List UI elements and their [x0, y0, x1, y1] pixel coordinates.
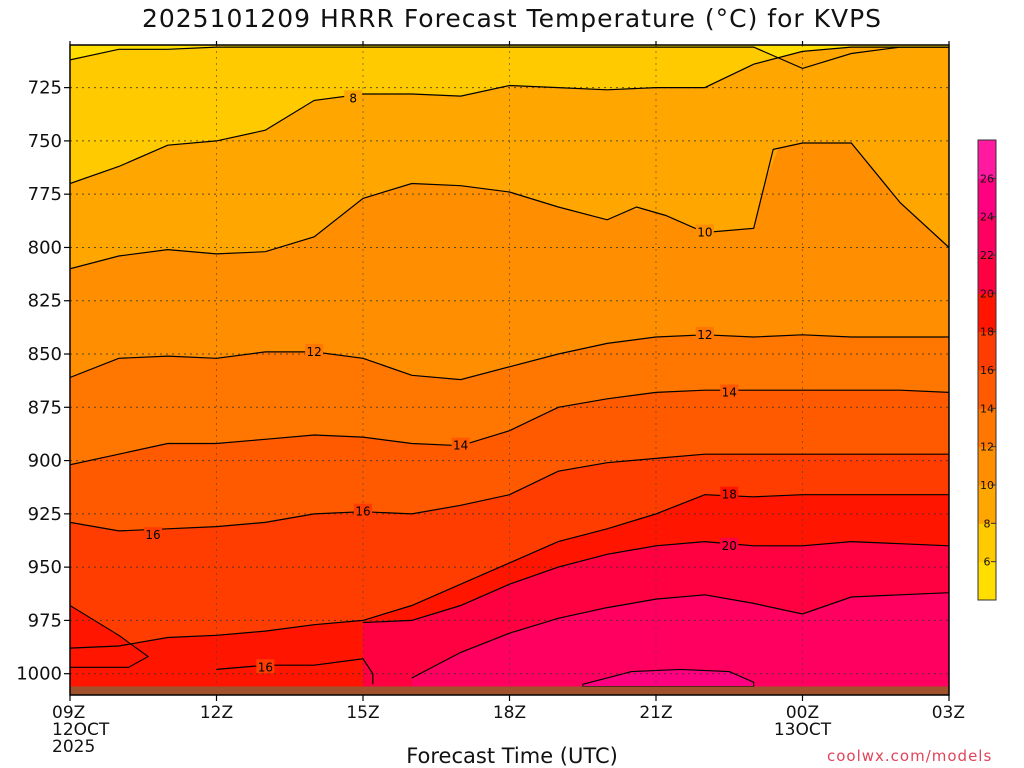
contour-label-16: 16 — [258, 660, 273, 674]
y-tick-label-775: 775 — [28, 184, 62, 205]
colorbar-label-14: 14 — [980, 402, 994, 415]
contour-20 — [362, 540, 949, 624]
x-tick-label-21z: 21Z — [639, 703, 672, 723]
colorbar-swatch-18 — [978, 293, 996, 333]
x-tick-label-09z: 09Z — [52, 703, 85, 723]
contour-18 — [70, 494, 949, 649]
colorbar-swatch-16 — [978, 331, 996, 371]
source-credit[interactable]: coolwx.com/models — [827, 747, 993, 765]
contour-label-10: 10 — [697, 226, 712, 240]
y-tick-label-825: 825 — [28, 291, 62, 312]
contour-label-20-bg — [720, 537, 739, 552]
y-tick-label-975: 975 — [28, 610, 62, 631]
temperature-band-7 — [70, 47, 949, 184]
colorbar-label-20: 20 — [980, 287, 994, 300]
y-tick-label-750: 750 — [28, 131, 62, 152]
contour-label-12-bg — [305, 343, 324, 358]
x-axis-label: Forecast Time (UTC) — [406, 744, 618, 768]
colorbar-swatch-8 — [978, 485, 996, 524]
contour-8 — [70, 46, 949, 70]
temperature-band-9 — [70, 47, 949, 269]
y-tick-label-950: 950 — [28, 557, 62, 578]
y-tick-label-900: 900 — [28, 451, 62, 472]
ground-surface — [70, 686, 949, 695]
contour-label-16-left: 16 — [145, 528, 160, 542]
contour-label-18: 18 — [722, 488, 737, 502]
contour-16 — [70, 453, 949, 532]
y-tick-label-875: 875 — [28, 397, 62, 418]
contour-8 — [70, 46, 949, 185]
y-tick-label-1000: 1000 — [16, 664, 62, 685]
colorbar-label-18: 18 — [980, 326, 994, 339]
contour-label-14-right: 14 — [722, 385, 737, 399]
contour-label-14-bg — [451, 437, 470, 452]
colorbar-label-16: 16 — [980, 364, 994, 377]
contour-14 — [70, 389, 949, 466]
colorbar-label-24: 24 — [980, 211, 994, 224]
colorbar-label-22: 22 — [980, 249, 994, 262]
warm-pocket-contour — [70, 604, 150, 668]
y-tick-label-925: 925 — [28, 504, 62, 525]
contour-label-16-bg — [256, 659, 275, 674]
contour-22 — [411, 592, 949, 679]
colorbar-swatch-6 — [978, 523, 996, 563]
colorbar-swatch-26 — [978, 140, 996, 179]
colorbar-label-8: 8 — [984, 517, 991, 530]
contour-label-12: 12 — [307, 345, 322, 359]
contour-label-16-left-bg — [144, 527, 163, 542]
contour-label-18-bg — [720, 486, 739, 501]
y-tick-label-850: 850 — [28, 344, 62, 365]
contour-label-14-right-bg — [720, 384, 739, 399]
colorbar-label-12: 12 — [980, 441, 994, 454]
contour-label-14: 14 — [453, 439, 468, 453]
y-tick-label-800: 800 — [28, 237, 62, 258]
temperature-band-17 — [70, 454, 949, 649]
contour-label-10-bg — [695, 224, 714, 239]
x-tick-label-13oct: 13OCT — [774, 720, 832, 740]
contour-12 — [70, 334, 949, 381]
colorbar-swatch-4 — [978, 561, 996, 601]
contour-label-8-bg — [344, 90, 363, 105]
x-tick-label-03z: 03Z — [932, 703, 965, 723]
x-tick-label-18z: 18Z — [493, 703, 526, 723]
temperature-band-23 — [411, 592, 949, 695]
colorbar-swatch-24 — [978, 178, 996, 218]
y-tick-label-725: 725 — [28, 78, 62, 99]
x-tick-label-12oct: 12OCT — [52, 720, 110, 740]
colorbar-swatch-20 — [978, 255, 996, 294]
contour-label-20: 20 — [722, 539, 737, 553]
chart-title: 2025101209 HRRR Forecast Temperature (°C… — [141, 4, 883, 33]
x-tick-label-2025: 2025 — [52, 737, 95, 757]
colorbar-swatch-12 — [978, 408, 996, 448]
colorbar-swatch-10 — [978, 446, 996, 486]
colorbar-label-10: 10 — [980, 479, 994, 492]
contour-10 — [70, 142, 949, 270]
contour-label-16: 16 — [355, 505, 370, 519]
x-tick-label-12z: 12Z — [200, 703, 233, 723]
colorbar-swatch-22 — [978, 216, 996, 256]
x-tick-label-00z: 00Z — [786, 703, 819, 723]
contour-label-12-right: 12 — [697, 328, 712, 342]
contour-label-16-bg — [354, 503, 372, 518]
colorbar-label-6: 6 — [984, 556, 991, 569]
contour-label-12-right-bg — [695, 326, 714, 341]
contour-label-8: 8 — [349, 91, 357, 105]
colorbar-label-26: 26 — [980, 172, 994, 185]
colorbar-swatch-14 — [978, 370, 996, 409]
x-tick-label-15z: 15Z — [346, 703, 379, 723]
